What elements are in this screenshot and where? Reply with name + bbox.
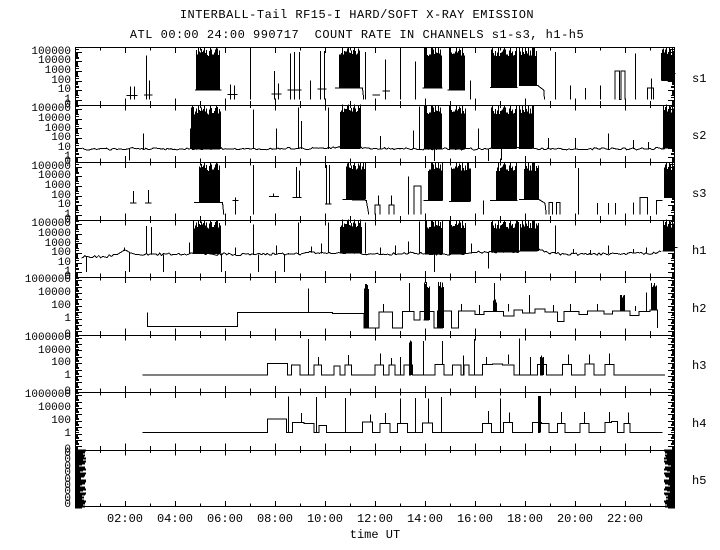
- panel-label-h5: h5: [692, 474, 707, 489]
- y-tick-label: 0: [64, 443, 71, 456]
- y-tick-label: 10000: [37, 402, 71, 414]
- y-tick-label: 100000: [31, 45, 71, 58]
- y-tick-label: 100000: [31, 160, 71, 173]
- y-tick-label: 10: [57, 84, 71, 97]
- y-tick-label: 1000000: [24, 389, 71, 402]
- y-tick-label: 100: [51, 299, 71, 312]
- panel-label-h2: h2: [692, 301, 707, 316]
- y-tick-label: 100: [51, 357, 71, 370]
- y-tick-label: 100000: [31, 103, 71, 116]
- y-tick-label: 10000: [37, 227, 71, 240]
- y-tick-label: 100: [51, 414, 71, 427]
- y-tick-label: 0: [64, 473, 71, 486]
- y-tick-label: 1000000: [24, 331, 71, 344]
- y-tick-label: 1: [64, 427, 71, 440]
- y-tick-label: 0: [64, 98, 71, 111]
- y-tick-label: 1000: [44, 122, 71, 135]
- y-tick-label: 0: [64, 271, 71, 283]
- x-tick-label: 06:00: [206, 512, 243, 526]
- y-tick-label: 0: [64, 386, 71, 398]
- y-tick-label: 100: [51, 132, 71, 144]
- x-tick-label: 16:00: [456, 512, 493, 526]
- y-tick-label: 100000: [31, 218, 71, 231]
- panel-label-s3: s3: [692, 186, 707, 201]
- y-tick-label: 0: [64, 213, 71, 226]
- y-tick-label: 0: [64, 460, 71, 473]
- y-tick-label: 1000: [44, 180, 71, 192]
- x-tick-label: 12:00: [356, 512, 393, 526]
- chart-subtitle: ATL 00:00 24:00 990717 COUNT RATE IN CHA…: [129, 28, 585, 42]
- y-tick-label: 1: [64, 208, 71, 221]
- y-tick-label: 10000: [37, 287, 71, 299]
- y-tick-label: 1: [64, 266, 71, 279]
- x-tick-label: 22:00: [606, 512, 643, 526]
- panel-label-h1: h1: [692, 244, 707, 259]
- y-tick-label: 0: [64, 492, 71, 505]
- panel-label-s2: s2: [692, 129, 707, 144]
- y-tick-label: 1: [64, 312, 71, 325]
- x-tick-label: 08:00: [256, 512, 293, 526]
- y-tick-label: 0: [64, 499, 71, 512]
- y-tick-label: 10000: [37, 112, 71, 125]
- y-tick-label: 0: [64, 448, 71, 460]
- y-tick-label: 1000000: [24, 274, 71, 287]
- y-tick-label: 0: [64, 454, 71, 467]
- y-tick-label: 100: [51, 74, 71, 87]
- x-tick-label: 02:00: [106, 512, 143, 526]
- panel-label-h3: h3: [692, 359, 707, 374]
- y-tick-label: 1000: [44, 237, 71, 250]
- panel-label-s1: s1: [692, 71, 707, 86]
- y-tick-label: 10: [57, 141, 71, 154]
- y-tick-label: 0: [64, 479, 71, 492]
- x-axis-title: time UT: [349, 528, 401, 542]
- y-tick-label: 0: [64, 156, 71, 168]
- y-tick-label: 1000: [44, 65, 71, 77]
- x-tick-label: 18:00: [506, 512, 543, 526]
- x-tick-label: 20:00: [556, 512, 593, 526]
- y-tick-label: 10000: [37, 170, 71, 183]
- panel-label-h4: h4: [692, 416, 707, 431]
- y-tick-label: 0: [64, 486, 71, 499]
- y-tick-label: 0: [64, 467, 71, 480]
- y-tick-label: 10000: [37, 55, 71, 68]
- y-tick-label: 1: [64, 151, 71, 164]
- y-tick-label: 1: [64, 93, 71, 106]
- y-tick-label: 1: [64, 370, 71, 382]
- y-tick-label: 0: [64, 328, 71, 341]
- x-tick-label: 14:00: [406, 512, 443, 526]
- y-tick-label: 10: [57, 199, 71, 212]
- x-tick-label: 04:00: [156, 512, 193, 526]
- y-tick-label: 100: [51, 247, 71, 259]
- y-tick-label: 10000: [37, 344, 71, 357]
- y-tick-label: 100: [51, 189, 71, 202]
- x-tick-label: 10:00: [306, 512, 343, 526]
- y-tick-label: 10: [57, 256, 71, 269]
- chart-title: INTERBALL-Tail RF15-I HARD/SOFT X-RAY EM…: [179, 8, 535, 22]
